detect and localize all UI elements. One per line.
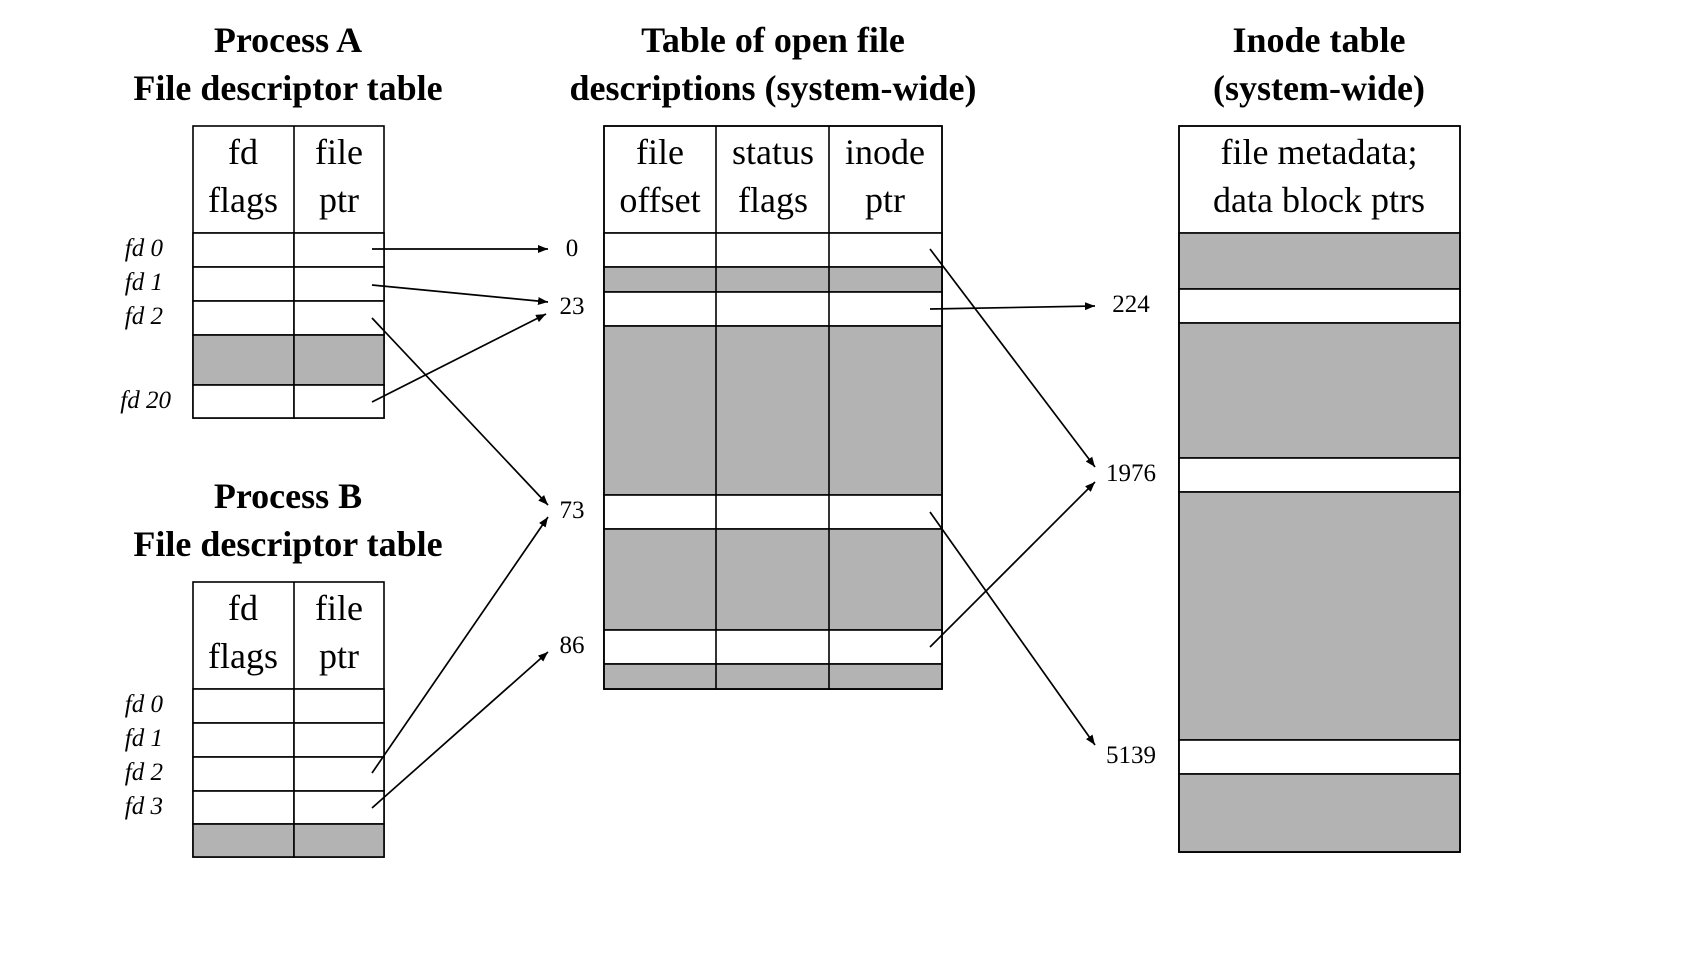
fd-slot [293, 300, 385, 336]
fd-label: fd 3 [125, 793, 163, 820]
process-a-fd-table: fd flags file ptr fd 0 fd 1 fd 2 fd 20 [120, 125, 385, 419]
unused-fd-slots [192, 823, 295, 858]
file-ptr-header: ptr [319, 180, 359, 220]
fd-slot [293, 722, 385, 758]
status-flags-header: flags [738, 180, 808, 220]
fd-slot [293, 232, 385, 268]
inode-title-line2: (system-wide) [1213, 68, 1425, 108]
unused-inode-slots [1178, 773, 1461, 853]
open-files-title: Table of open file descriptions (system-… [570, 20, 977, 108]
unused-fd-slots [293, 823, 385, 858]
inode-index: 1976 [1106, 460, 1156, 487]
open-files-table-outline [603, 125, 943, 690]
inode-ptr-header: inode [845, 132, 925, 172]
process-a-title: Process A File descriptor table [133, 20, 442, 108]
open-file-descriptions-table: file offset status flags inode ptr 0 23 … [560, 125, 943, 690]
file-offset-header: file [636, 132, 684, 172]
inode-table-outline [1178, 125, 1461, 853]
process-b-title-line2: File descriptor table [133, 524, 442, 564]
fd-slot [192, 722, 295, 758]
fd-flags-header: fd [228, 132, 258, 172]
fd-slot [192, 790, 295, 825]
status-flags-header: status [732, 132, 814, 172]
pointer-arrow [929, 511, 1096, 746]
open-file-entry [603, 629, 943, 665]
unused-open-file-slots [603, 663, 943, 690]
inode-title-line1: Inode table [1232, 20, 1405, 60]
inode-header: file metadata; [1221, 132, 1418, 172]
process-a-title-line1: Process A [214, 20, 362, 60]
process-b-title-line1: Process B [214, 476, 362, 516]
fd-slot [192, 266, 295, 302]
unused-open-file-slots [603, 528, 943, 631]
unused-open-file-slots [603, 325, 943, 496]
pointer-arrow [371, 313, 547, 403]
open-files-title-line2: descriptions (system-wide) [570, 68, 977, 108]
pointer-arrow [929, 302, 1096, 311]
fd-flags-header: fd [228, 588, 258, 628]
fd-slot [192, 384, 295, 419]
inode-table: file metadata; data block ptrs 224 1976 … [1106, 125, 1461, 853]
unused-open-file-slots [603, 266, 943, 293]
open-files-title-line1: Table of open file [641, 20, 905, 60]
fd-slot [192, 232, 295, 268]
inode-entry [1178, 739, 1461, 775]
inode-entry [1178, 457, 1461, 493]
inode-index: 224 [1112, 291, 1150, 318]
fd-label: fd 2 [125, 759, 163, 786]
inode-ptr-header: ptr [865, 180, 905, 220]
fd-slot [192, 688, 295, 724]
process-b-fd-table: fd flags file ptr fd 0 fd 1 fd 2 fd 3 [125, 581, 385, 858]
fd-label: fd 20 [120, 387, 171, 414]
fd-slot [192, 300, 295, 336]
open-file-entry [603, 494, 943, 530]
file-offset-header: offset [619, 180, 700, 220]
fd-label: fd 0 [125, 235, 164, 262]
file-ptr-header: ptr [319, 636, 359, 676]
process-b-title: Process B File descriptor table [133, 476, 442, 564]
file-ptr-header: file [315, 132, 363, 172]
fd-slot [293, 384, 385, 419]
fd-slot [192, 756, 295, 792]
inode-pointers [929, 248, 1096, 746]
inode-header: data block ptrs [1213, 180, 1425, 220]
inode-entry [1178, 288, 1461, 324]
open-file-entry [603, 291, 943, 327]
unused-fd-slots [293, 334, 385, 386]
pointer-arrow [371, 284, 549, 306]
inode-index: 5139 [1106, 742, 1156, 769]
unused-inode-slots [1178, 232, 1461, 290]
inode-title: Inode table (system-wide) [1213, 20, 1425, 108]
fd-label: fd 1 [125, 725, 163, 752]
fd-slot [293, 688, 385, 724]
process-b-pointers [371, 516, 549, 809]
pointer-arrow [929, 248, 1096, 468]
open-file-index: 86 [560, 632, 585, 659]
fd-slot [293, 756, 385, 792]
unused-inode-slots [1178, 322, 1461, 459]
fd-label: fd 2 [125, 303, 163, 330]
open-file-index: 0 [566, 235, 579, 262]
fd-slot [293, 266, 385, 302]
unused-inode-slots [1178, 491, 1461, 741]
fd-flags-header: flags [208, 180, 278, 220]
pointer-arrow [371, 317, 549, 506]
pointer-arrow [371, 516, 549, 774]
open-file-entry [603, 232, 943, 268]
fd-label: fd 0 [125, 691, 164, 718]
pointer-arrow [929, 481, 1096, 648]
process-a-title-line2: File descriptor table [133, 68, 442, 108]
fd-flags-header: flags [208, 636, 278, 676]
file-ptr-header: file [315, 588, 363, 628]
fd-label: fd 1 [125, 269, 163, 296]
open-file-index: 73 [560, 497, 585, 524]
pointer-arrow [371, 651, 549, 809]
open-file-index: 23 [560, 293, 585, 320]
unused-fd-slots [192, 334, 295, 386]
fd-slot [293, 790, 385, 825]
process-a-pointers [371, 245, 549, 506]
